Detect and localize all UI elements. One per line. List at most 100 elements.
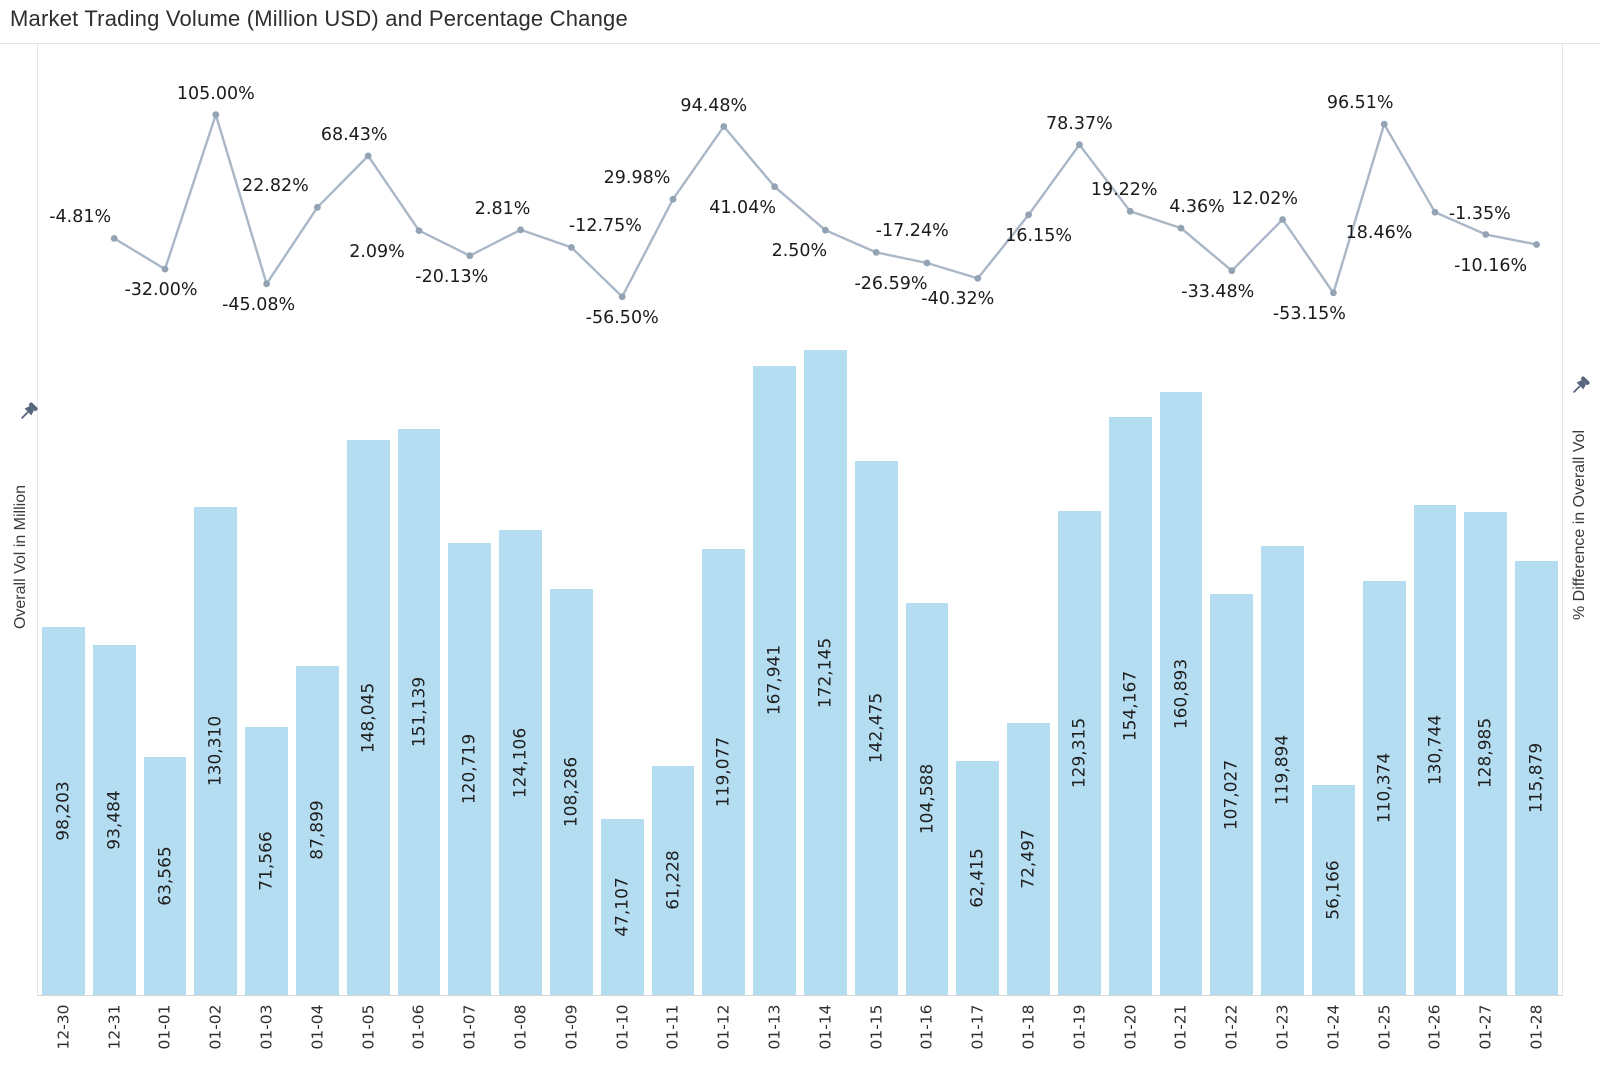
x-axis-tick: 01-15: [851, 998, 902, 1056]
bar-column: 130,744: [1410, 345, 1461, 995]
line-marker[interactable]: [872, 249, 880, 256]
line-marker[interactable]: [1228, 267, 1236, 275]
bar-value-label: 119,077: [713, 736, 734, 808]
bar-mark[interactable]: [295, 665, 339, 995]
x-axis-tick: 01-02: [190, 998, 241, 1056]
page-title: Market Trading Volume (Million USD) and …: [10, 6, 628, 31]
bar-mark[interactable]: [1464, 511, 1508, 995]
line-marker[interactable]: [1177, 224, 1185, 232]
bar-value-label: 93,484: [104, 790, 125, 850]
bar-mark[interactable]: [1210, 594, 1254, 995]
bar-mark[interactable]: [42, 627, 85, 995]
bar-mark[interactable]: [803, 350, 847, 995]
pushpin-icon[interactable]: [1568, 374, 1592, 398]
bar-mark[interactable]: [92, 644, 136, 995]
x-axis-line: [38, 995, 1562, 996]
percent-change-label: 12.02%: [1231, 188, 1298, 209]
line-marker[interactable]: [974, 275, 982, 282]
line-marker[interactable]: [618, 293, 626, 301]
percent-change-label: -12.75%: [568, 216, 642, 237]
bar-mark[interactable]: [1413, 505, 1457, 995]
percent-change-label: -10.16%: [1454, 255, 1528, 276]
bar-mark[interactable]: [905, 603, 949, 995]
line-marker[interactable]: [568, 244, 575, 251]
bar-value-label: 98,203: [53, 781, 74, 841]
bar-mark[interactable]: [1108, 417, 1152, 995]
bar-value-label: 154,167: [1120, 671, 1141, 742]
bar-mark[interactable]: [1159, 392, 1203, 995]
bar-value-label: 108,286: [561, 756, 582, 828]
line-marker[interactable]: [314, 203, 321, 211]
bar-value-label: 87,899: [307, 800, 328, 861]
bar-value-label: 128,985: [1475, 718, 1496, 789]
bar-mark[interactable]: [1057, 510, 1101, 995]
bar-column: 151,139: [394, 345, 445, 995]
bar-mark[interactable]: [143, 756, 187, 995]
line-marker[interactable]: [263, 280, 270, 288]
line-marker[interactable]: [1380, 120, 1388, 128]
bar-value-label: 72,497: [1018, 829, 1039, 889]
percent-change-label: 22.82%: [242, 176, 309, 197]
bar-mark[interactable]: [549, 589, 593, 995]
line-marker[interactable]: [1126, 207, 1134, 215]
bar-mark[interactable]: [854, 461, 898, 995]
bar-column: 72,497: [1003, 345, 1054, 995]
line-marker[interactable]: [1330, 289, 1337, 297]
bar-mark[interactable]: [1362, 581, 1406, 995]
x-axis-label: 01-20: [1121, 1004, 1140, 1050]
bar-value-label: 61,228: [662, 850, 683, 911]
line-marker[interactable]: [110, 235, 118, 242]
line-marker[interactable]: [517, 226, 524, 234]
line-marker[interactable]: [1482, 231, 1490, 238]
bar-mark[interactable]: [1311, 784, 1355, 995]
line-marker[interactable]: [923, 259, 931, 267]
plot-right-border: [1562, 44, 1563, 996]
x-axis-label: 01-17: [968, 1004, 987, 1050]
line-marker[interactable]: [1431, 208, 1439, 216]
bar-mark[interactable]: [499, 530, 542, 995]
pushpin-icon[interactable]: [16, 400, 40, 424]
percent-change-label: 19.22%: [1090, 180, 1158, 201]
line-marker[interactable]: [822, 226, 829, 234]
bar-mark[interactable]: [651, 765, 695, 995]
x-axis-tick: 12-30: [38, 998, 89, 1056]
line-marker[interactable]: [1025, 211, 1032, 219]
bar-mark[interactable]: [956, 761, 1000, 995]
x-axis-tick: 01-11: [648, 998, 699, 1056]
line-marker[interactable]: [161, 265, 169, 273]
bar-value-label: 151,139: [408, 676, 429, 748]
bar-mark[interactable]: [245, 726, 288, 995]
bar-mark[interactable]: [194, 506, 238, 995]
line-marker[interactable]: [771, 183, 778, 191]
bar-mark[interactable]: [448, 542, 492, 995]
line-marker[interactable]: [720, 123, 728, 130]
x-axis-label: 12-30: [54, 1004, 73, 1050]
line-marker[interactable]: [364, 152, 372, 160]
bar-column: 62,415: [952, 345, 1003, 995]
line-marker[interactable]: [466, 252, 474, 260]
percent-change-label: 41.04%: [709, 197, 776, 218]
x-axis-label: 01-07: [460, 1004, 479, 1050]
bar-mark[interactable]: [1261, 545, 1304, 995]
bar-mark[interactable]: [702, 548, 746, 995]
bar-mark[interactable]: [1515, 560, 1558, 995]
x-axis-label: 01-18: [1019, 1004, 1038, 1050]
line-marker[interactable]: [212, 111, 220, 119]
bar-column: 119,077: [698, 345, 749, 995]
bar-column: 154,167: [1105, 345, 1156, 995]
x-axis-label: 01-10: [613, 1004, 632, 1050]
line-marker[interactable]: [1279, 216, 1286, 223]
bar-mark[interactable]: [346, 440, 390, 995]
bar-mark[interactable]: [1007, 723, 1050, 995]
bar-mark[interactable]: [600, 818, 644, 995]
line-marker[interactable]: [1533, 241, 1540, 248]
line-marker[interactable]: [415, 227, 423, 235]
bar-mark[interactable]: [397, 428, 441, 995]
bar-value-label: 160,893: [1170, 658, 1191, 729]
x-axis-label: 01-08: [511, 1004, 530, 1050]
x-axis-label: 01-14: [816, 1004, 835, 1050]
bar-mark[interactable]: [753, 365, 796, 995]
line-marker[interactable]: [1076, 141, 1083, 149]
percent-change-label: 2.81%: [474, 198, 531, 219]
line-marker[interactable]: [669, 195, 677, 203]
